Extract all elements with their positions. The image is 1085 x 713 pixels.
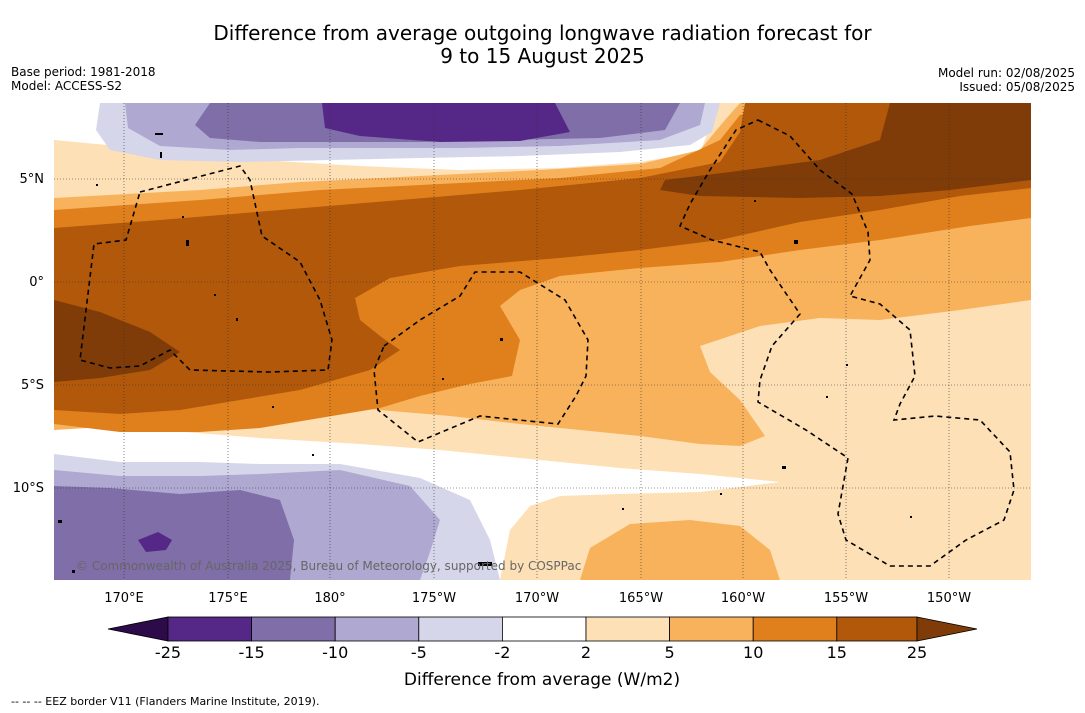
- negative-anomaly-north-deep: [322, 103, 570, 142]
- map-title: Difference from average outgoing longwav…: [0, 22, 1085, 68]
- lon-label: 155°W: [824, 591, 868, 606]
- colorbar: [107, 616, 978, 642]
- latitude-labels: 5°N 0° 5°S 10°S: [13, 172, 44, 496]
- eez-border-kiribati-gilberts: [79, 165, 333, 373]
- colorbar-bin: [334, 616, 420, 642]
- map-gridlines: [54, 103, 1031, 580]
- colorbar-tick: 2: [581, 643, 591, 662]
- lon-label: 160°W: [721, 591, 765, 606]
- colorbar-bin: [251, 616, 336, 642]
- colorbar-ticks: -25 -15 -10 -5 -2 2 5 10 15 25: [155, 643, 927, 662]
- positive-anomaly-over-25-east: [660, 103, 1031, 198]
- lon-label: 180°: [314, 591, 345, 606]
- base-period: Base period: 1981-2018: [11, 65, 156, 79]
- colorbar-tick: -5: [411, 643, 427, 662]
- lon-label: 150°W: [927, 591, 971, 606]
- eez-borders: [79, 119, 1015, 567]
- title-line-1: Difference from average outgoing longwav…: [213, 21, 872, 45]
- colorbar-bin: [752, 616, 838, 642]
- lon-label: 170°W: [515, 591, 559, 606]
- lon-label: 170°E: [104, 591, 144, 606]
- model-name: Model: ACCESS-S2: [11, 79, 123, 93]
- colorbar-bin: [585, 616, 670, 642]
- colorbar-bin: [167, 616, 252, 642]
- positive-anomaly-south-5-10: [580, 520, 780, 580]
- colorbar-bin: [669, 616, 754, 642]
- colorbar-tick: -10: [322, 643, 348, 662]
- colorbar-tick: -15: [239, 643, 265, 662]
- negative-anomaly-south-deep: [138, 532, 172, 552]
- colorbar-tick: -25: [155, 643, 181, 662]
- eez-footnote: -- -- -- EEZ border V11 (Flanders Marine…: [11, 695, 320, 708]
- colorbar-bin: [836, 616, 918, 642]
- colorbar-bin: [501, 616, 587, 642]
- lon-label: 175°E: [208, 591, 248, 606]
- colorbar-bin: [418, 616, 503, 642]
- title-line-2: 9 to 15 August 2025: [440, 44, 645, 68]
- issued-date: Issued: 05/08/2025: [959, 80, 1075, 94]
- lon-label: 165°W: [619, 591, 663, 606]
- copyright-notice: © Commonwealth of Australia 2025, Bureau…: [76, 559, 581, 573]
- colorbar-label: Difference from average (W/m2): [404, 670, 680, 690]
- lat-label: 0°: [29, 275, 44, 290]
- colorbar-tick: 25: [907, 643, 927, 662]
- lon-label: 175°W: [412, 591, 456, 606]
- island-markers: [58, 133, 912, 573]
- eez-border-tokelau: [373, 271, 589, 443]
- map-plot-area: © Commonwealth of Australia 2025, Bureau…: [54, 103, 1031, 580]
- meta-left: Base period: 1981-2018 Model: ACCESS-S2: [11, 65, 156, 93]
- colorbar-over-arrow: [916, 616, 978, 642]
- negative-anomaly-south-strong: [54, 486, 294, 580]
- colorbar-tick: 10: [743, 643, 763, 662]
- longitude-labels: 170°E 175°E 180° 175°W 170°W 165°W 160°W…: [104, 591, 971, 606]
- lat-label: 10°S: [13, 481, 44, 496]
- model-run: Model run: 02/08/2025: [937, 66, 1075, 80]
- colorbar-under-arrow: [107, 616, 169, 642]
- meta-right: Model run: 02/08/2025 Issued: 05/08/2025: [938, 66, 1075, 94]
- colorbar-tick: 5: [665, 643, 675, 662]
- lat-label: 5°N: [20, 172, 45, 187]
- colorbar-tick: -2: [494, 643, 510, 662]
- lat-label: 5°S: [21, 378, 44, 393]
- colorbar-tick: 15: [827, 643, 847, 662]
